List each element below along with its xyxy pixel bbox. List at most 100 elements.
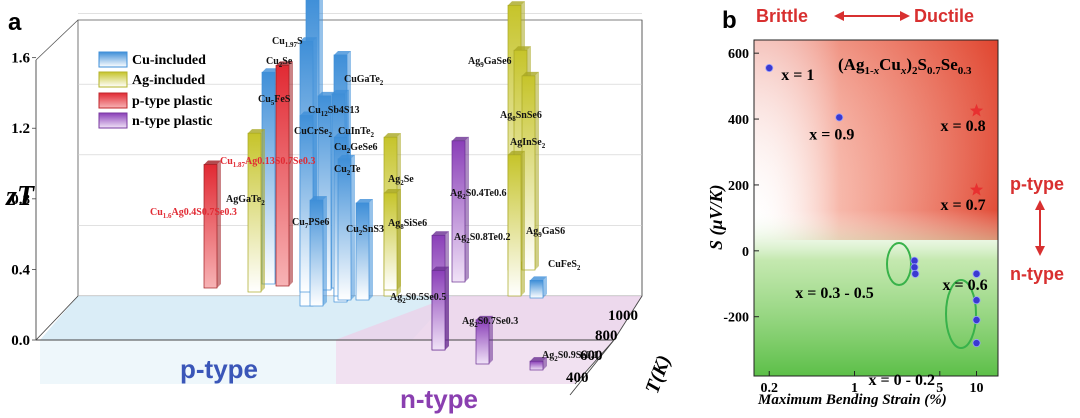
bar-label-Cu1.87Ag0.13S0.7Se0.3: Cu1.87Ag0.13S0.7Se0.3 — [220, 156, 315, 169]
bar-side-Ag2S0.7Se0.3 — [489, 315, 493, 364]
legend-swatch-p — [98, 92, 128, 109]
bar-face-Cu2SnS3 — [355, 202, 370, 301]
y-tick-1.6: 1.6 — [11, 51, 30, 67]
legend-label-cu: Cu-included — [132, 53, 206, 68]
y-tick-label-400: 400 — [728, 113, 749, 128]
bar-label-Ag9GaS6: Ag9GaS6 — [526, 226, 565, 239]
bar-top-Cu2GeSe6 — [334, 133, 351, 138]
panel-b-xlabel: Maximum Bending Strain (%) — [757, 392, 947, 408]
y-tick-label--200: -200 — [723, 311, 749, 326]
bar-face-Cu7PSe6 — [309, 199, 324, 307]
bar-side-Cu1.6Ag0.4S0.7Se0.3 — [217, 160, 221, 288]
legend-label-p: p-type plastic — [132, 94, 213, 109]
bar-label-Cu5FeS4: Cu5FeS — [258, 94, 291, 107]
point-7 — [911, 269, 920, 278]
bar-Ag2S0.9Se0.1 — [529, 357, 547, 371]
bar-label-Cu1.6Ag0.4S0.7Se0.3: Cu1.6Ag0.4S0.7Se0.3 — [150, 207, 237, 220]
legend-label-ag: Ag-included — [132, 73, 205, 88]
point-label-4: x = 0.6 — [943, 277, 988, 294]
bar-label-AgGaTe2: AgGaTe2 — [226, 194, 265, 207]
panel-b-points: x = 1 x = 0.9 x = 0.8 x = 0.7 x = 0.6 x = 0.3… — [765, 64, 988, 389]
bar-top-Cu12Sb4S13 — [318, 91, 335, 96]
point-star-2 — [969, 103, 984, 117]
point-label-0: x = 1 — [781, 67, 814, 84]
point-label-3: x = 0.7 — [941, 197, 986, 214]
side-label-n-type: n-type — [1010, 264, 1064, 284]
region-label-p-type: p-type — [180, 354, 258, 384]
bar-top-Ag2S0.5Se0.5 — [432, 266, 449, 271]
y-tick-label-200: 200 — [728, 179, 749, 194]
side-arrow — [1035, 200, 1045, 256]
cluster-ellipse-mid — [886, 242, 912, 286]
bar-label-Cu7PSe6: Cu7PSe6 — [292, 217, 329, 230]
bar-top-Cu2SnS3 — [356, 198, 373, 203]
depth-tick-600: 600 — [580, 348, 603, 364]
bar-AgGaTe2 — [247, 129, 265, 293]
bar-Ag9GaS6 — [507, 150, 525, 297]
bar-label-CuFeS2: CuFeS2 — [548, 259, 581, 272]
bar-side-Cu2Te — [351, 154, 355, 300]
bar-Ag2S0.5Se0.5 — [431, 266, 449, 351]
point-10 — [972, 339, 981, 348]
bar-top-AgInSe2 — [522, 71, 539, 76]
legend-label-n: n-type plastic — [132, 114, 213, 129]
bar-label-Cu2SnS3: Cu2SnS3 — [346, 224, 384, 237]
bar-Cu2SnS3 — [355, 198, 373, 301]
bar-label-Ag2Se: Ag2Se — [388, 174, 414, 187]
panel-a: a 0.0 0.4 0.8 1.2 1.6 zT 1000 800 — [5, 0, 675, 414]
bar-face-Ag2S0.5Se0.5 — [431, 270, 446, 351]
bar-Cu2Te — [337, 154, 355, 301]
panel-a-bars: Cu1.97S Cu2Se CuGaTe2 Cu5FeS Cu12Sb4S13 CuCrS… — [150, 0, 598, 371]
region-label-n-type: n-type — [400, 384, 478, 414]
ductile-label: Ductile — [914, 6, 974, 26]
brittle-label: Brittle — [756, 6, 808, 26]
bar-face-Ag2S0.4Te0.6 — [451, 140, 466, 283]
legend-swatch-n — [98, 112, 128, 129]
bar-label-Cu2Te: Cu2Te — [334, 164, 361, 177]
bar-side-Cu2SnS3 — [369, 198, 373, 300]
bar-top-Cu2Se — [300, 37, 317, 42]
p-type-floor — [40, 296, 452, 340]
panel-a-ylabel: zT — [5, 181, 36, 212]
bar-side-Ag2S0.4Te0.6 — [465, 136, 469, 282]
bar-side-Cu7PSe6 — [323, 196, 327, 306]
point-label-7: x = 0.3 - 0.5 — [795, 285, 873, 302]
bar-top-Cu1.87Ag0.13S0.7Se0.3 — [276, 61, 293, 66]
bar-label-Ag8SiSe6: Ag8SiSe6 — [388, 218, 427, 231]
bar-Cu7PSe6 — [309, 196, 327, 307]
bar-top-AgGaTe2 — [248, 129, 265, 134]
point-4 — [972, 269, 981, 278]
panel-b-axes: -200 0 200 400 600 0.2 1 5 10 — [723, 47, 983, 396]
bar-top-Ag9GaS6 — [508, 150, 525, 155]
panel-a-floor-outline — [35, 60, 643, 385]
x-tick-label-1: 1 — [851, 381, 858, 396]
side-label-p-type: p-type — [1010, 174, 1064, 194]
depth-tick-1000: 1000 — [608, 308, 638, 324]
bar-label-CuCrSe2: CuCrSe2 — [294, 126, 332, 139]
bar-side-Ag9GaS6 — [521, 150, 525, 296]
bar-label-Cu2Se: Cu2Se — [266, 56, 293, 69]
x-tick-label-0.2: 0.2 — [760, 381, 778, 396]
bar-top-Ag8SiSe6 — [384, 188, 401, 193]
bar-label-Cu12Sb4S13: Cu12Sb4S13 — [308, 105, 359, 118]
bar-side-Ag8SiSe6 — [397, 188, 401, 290]
bar-top-Cu2Te — [338, 154, 355, 159]
bar-top-Cu7PSe6 — [310, 196, 327, 201]
bar-top-Cu5FeS4 — [262, 68, 279, 73]
panel-b-ylabel: S (μV/K) — [706, 184, 727, 250]
bar-side-Ag2S0.9Se0.1 — [543, 357, 547, 370]
bar-label-Ag2S0.5Se0.5: Ag2S0.5Se0.5 — [390, 292, 446, 305]
bar-side-CuFeS2 — [543, 276, 547, 298]
depth-axis-label: T(K) — [641, 352, 675, 396]
bar-label-Cu1.97S: Cu1.97S — [272, 36, 303, 49]
bar-top-Cu1.6Ag0.4S0.7Se0.3 — [204, 160, 221, 165]
bar-label-CuInTe2: CuInTe2 — [338, 126, 374, 139]
bar-label-CuGaTe2: CuGaTe2 — [344, 74, 384, 87]
bar-top-Ag2S0.9Se0.1 — [530, 357, 547, 362]
point-label-2: x = 0.8 — [941, 118, 986, 135]
bar-Ag2S0.4Te0.6 — [451, 136, 469, 283]
bar-side-Cu1.87Ag0.13S0.7Se0.3 — [289, 61, 293, 286]
point-0 — [765, 64, 774, 73]
point-1 — [835, 113, 844, 122]
